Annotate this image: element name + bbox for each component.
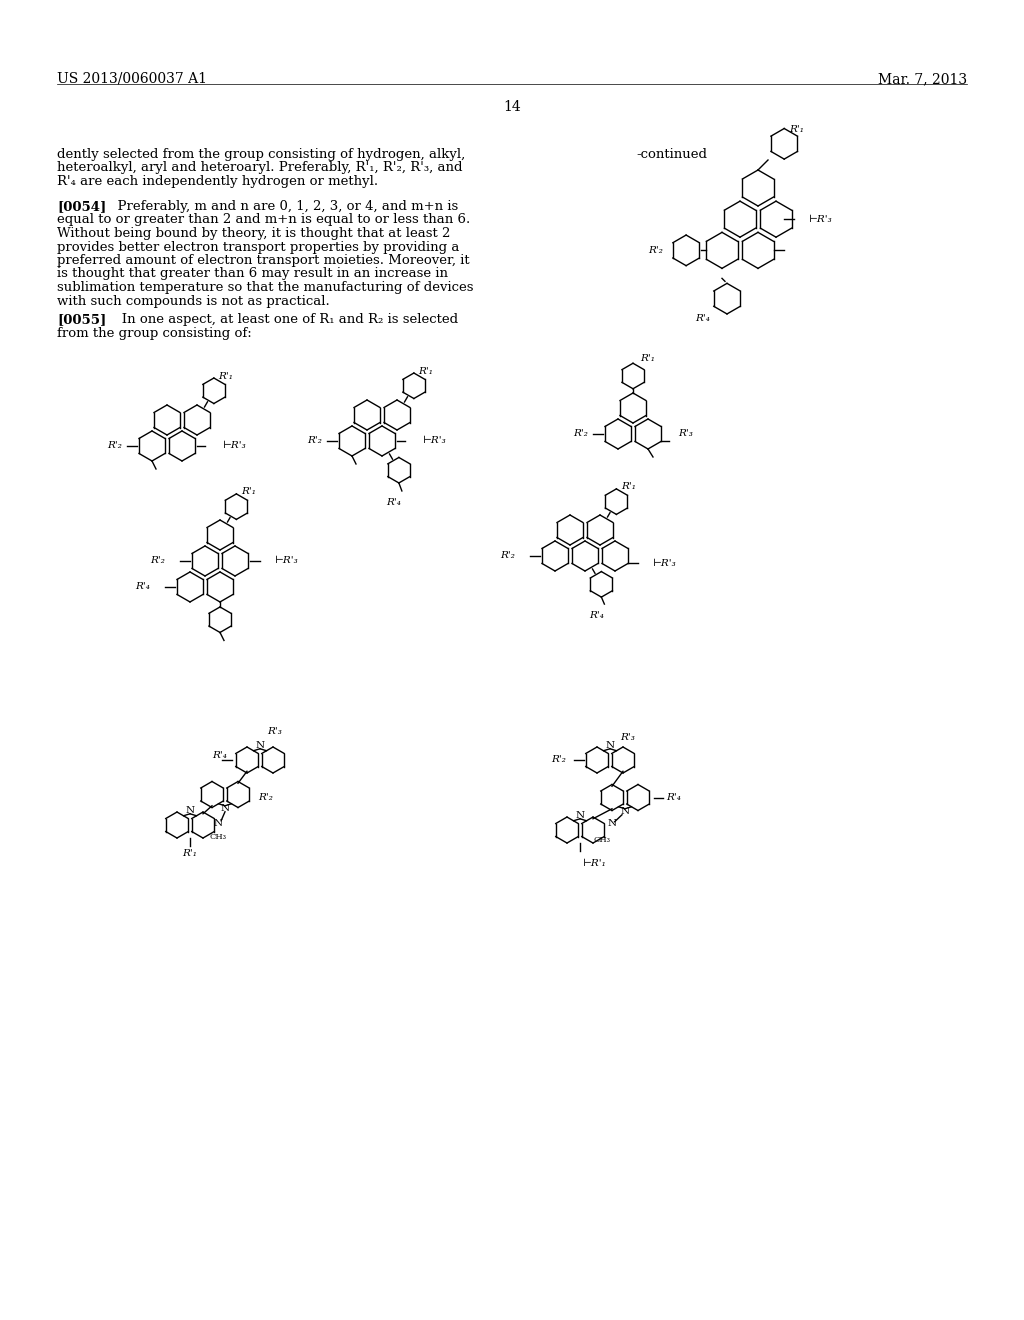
Text: R'₂: R'₂ <box>108 441 122 450</box>
Text: R'₄ are each independently hydrogen or methyl.: R'₄ are each independently hydrogen or m… <box>57 176 378 187</box>
Text: heteroalkyl, aryl and heteroaryl. Preferably, R'₁, R'₂, R'₃, and: heteroalkyl, aryl and heteroaryl. Prefer… <box>57 161 463 174</box>
Text: from the group consisting of:: from the group consisting of: <box>57 326 252 339</box>
Text: N: N <box>185 807 195 816</box>
Text: R'₃: R'₃ <box>678 429 693 438</box>
Text: ⊢R'₃: ⊢R'₃ <box>809 215 833 223</box>
Text: N: N <box>575 812 585 820</box>
Text: R'₁: R'₁ <box>621 482 636 491</box>
Text: is thought that greater than 6 may result in an increase in: is thought that greater than 6 may resul… <box>57 268 449 281</box>
Text: dently selected from the group consisting of hydrogen, alkyl,: dently selected from the group consistin… <box>57 148 465 161</box>
Text: with such compounds is not as practical.: with such compounds is not as practical. <box>57 294 330 308</box>
Text: R'₁: R'₁ <box>241 487 256 496</box>
Text: -continued: -continued <box>636 148 707 161</box>
Text: R'₂: R'₂ <box>573 429 588 438</box>
Text: preferred amount of electron transport moieties. Moreover, it: preferred amount of electron transport m… <box>57 253 470 267</box>
Text: In one aspect, at least one of R₁ and R₂ is selected: In one aspect, at least one of R₁ and R₂… <box>109 313 458 326</box>
Text: equal to or greater than 2 and m+n is equal to or less than 6.: equal to or greater than 2 and m+n is eq… <box>57 214 470 227</box>
Text: N: N <box>605 742 614 750</box>
Text: R'₂: R'₂ <box>151 557 165 565</box>
Text: R'₁: R'₁ <box>788 125 804 135</box>
Text: R'₄: R'₄ <box>666 793 681 803</box>
Text: R'₁: R'₁ <box>419 367 433 375</box>
Text: R'₂: R'₂ <box>648 246 663 255</box>
Text: ⊢R'₁: ⊢R'₁ <box>583 858 607 867</box>
Text: R'₂: R'₂ <box>307 437 322 445</box>
Text: CH₃: CH₃ <box>210 833 226 841</box>
Text: R'₄: R'₄ <box>386 499 401 507</box>
Text: N: N <box>607 820 616 828</box>
Text: R'₃: R'₃ <box>267 727 283 737</box>
Text: R'₃: R'₃ <box>621 733 636 742</box>
Text: ⊢R'₃: ⊢R'₃ <box>275 557 299 565</box>
Text: R'₂: R'₂ <box>500 552 515 561</box>
Text: ⊢R'₃: ⊢R'₃ <box>653 558 677 568</box>
Text: 14: 14 <box>503 100 521 114</box>
Text: sublimation temperature so that the manufacturing of devices: sublimation temperature so that the manu… <box>57 281 473 294</box>
Text: provides better electron transport properties by providing a: provides better electron transport prope… <box>57 240 460 253</box>
Text: Without being bound by theory, it is thought that at least 2: Without being bound by theory, it is tho… <box>57 227 451 240</box>
Text: R'₁: R'₁ <box>641 354 655 363</box>
Text: N: N <box>220 804 229 813</box>
Text: ⊢R'₃: ⊢R'₃ <box>423 437 446 445</box>
Text: CH₃: CH₃ <box>594 836 610 843</box>
Text: [0055]: [0055] <box>57 313 106 326</box>
Text: R'₂: R'₂ <box>258 793 272 803</box>
Text: Mar. 7, 2013: Mar. 7, 2013 <box>878 73 967 86</box>
Text: [0054]: [0054] <box>57 201 106 213</box>
Text: R'₄: R'₄ <box>589 611 604 619</box>
Text: R'₄: R'₄ <box>212 751 227 759</box>
Text: Preferably, m and n are 0, 1, 2, 3, or 4, and m+n is: Preferably, m and n are 0, 1, 2, 3, or 4… <box>109 201 459 213</box>
Text: US 2013/0060037 A1: US 2013/0060037 A1 <box>57 73 207 86</box>
Text: N: N <box>621 808 630 816</box>
Text: R'₂: R'₂ <box>551 755 566 764</box>
Text: N: N <box>214 820 223 828</box>
Text: N: N <box>255 742 264 750</box>
Text: R'₄: R'₄ <box>695 314 710 323</box>
Text: ⊢R'₃: ⊢R'₃ <box>223 441 247 450</box>
Text: R'₁: R'₁ <box>218 371 233 380</box>
Text: R'₁: R'₁ <box>182 849 198 858</box>
Text: R'₄: R'₄ <box>135 582 150 591</box>
